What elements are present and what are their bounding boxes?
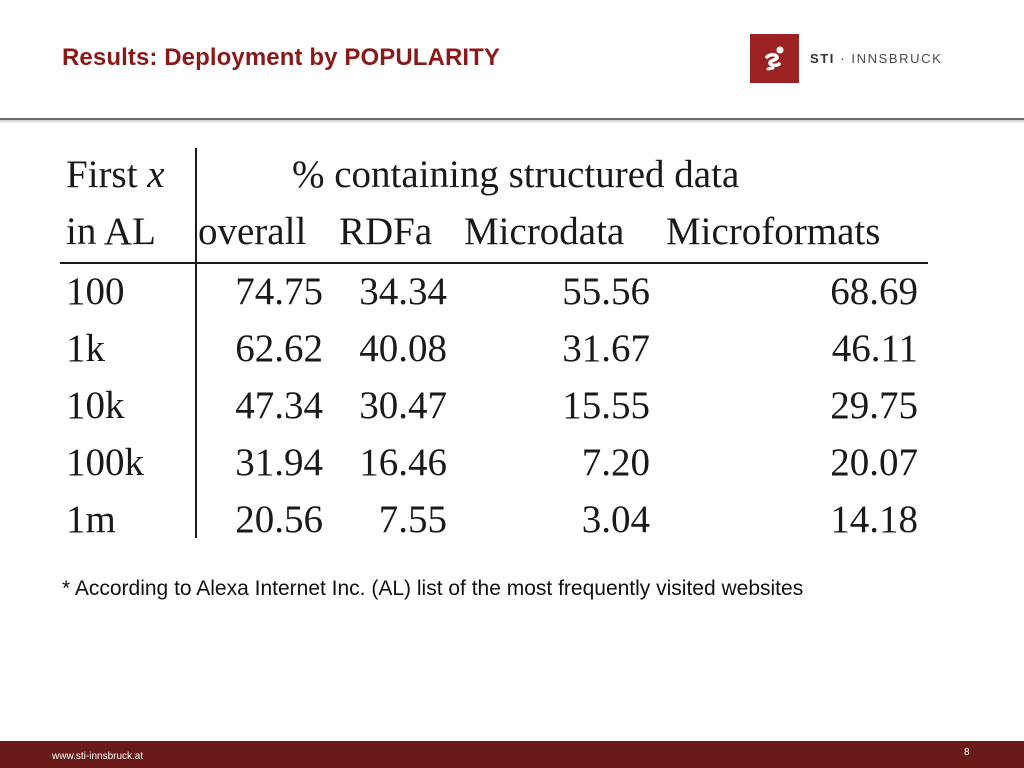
page-number: 8 bbox=[964, 747, 970, 758]
cell-microformats: 29.75 bbox=[830, 384, 918, 427]
cell-rdfa: 40.08 bbox=[359, 327, 447, 370]
header-first-prefix: First bbox=[66, 153, 148, 196]
table-header-rule bbox=[60, 262, 928, 264]
sti-logo-text: STI · INNSBRUCK bbox=[810, 51, 942, 66]
header-first-var: x bbox=[147, 153, 165, 196]
cell-overall: 74.75 bbox=[235, 270, 323, 313]
cell-microformats: 46.11 bbox=[831, 327, 918, 370]
header-rdfa: RDFa bbox=[339, 210, 433, 253]
cell-microdata: 7.20 bbox=[581, 441, 650, 484]
row-label: 100k bbox=[66, 441, 144, 484]
cell-rdfa: 16.46 bbox=[359, 441, 447, 484]
table-vertical-rule bbox=[195, 148, 197, 538]
sti-logo: STI · INNSBRUCK bbox=[750, 34, 942, 83]
header-microdata: Microdata bbox=[464, 210, 625, 253]
footnote: * According to Alexa Internet Inc. (AL) … bbox=[62, 577, 804, 600]
cell-microformats: 14.18 bbox=[830, 498, 918, 541]
footer-bar bbox=[0, 741, 1024, 768]
header-group-label: % containing structured data bbox=[292, 153, 740, 196]
header-divider-shadow bbox=[0, 120, 1024, 124]
row-label: 1m bbox=[66, 498, 116, 541]
slide-title: Results: Deployment by POPULARITY bbox=[62, 44, 501, 71]
header-divider bbox=[0, 118, 1024, 120]
header-microformats: Microformats bbox=[666, 210, 881, 253]
footer-url: www.sti-innsbruck.at bbox=[52, 751, 144, 762]
header-first-x: First x bbox=[66, 155, 165, 194]
header-in-al: in AL bbox=[66, 210, 156, 253]
cell-microformats: 68.69 bbox=[830, 270, 918, 313]
cell-microdata: 55.56 bbox=[562, 270, 650, 313]
row-label: 10k bbox=[66, 384, 125, 427]
cell-rdfa: 7.55 bbox=[378, 498, 447, 541]
cell-microdata: 31.67 bbox=[562, 327, 650, 370]
logo-text-rest: · INNSBRUCK bbox=[840, 51, 943, 66]
cell-rdfa: 30.47 bbox=[359, 384, 447, 427]
cell-overall: 20.56 bbox=[235, 498, 323, 541]
logo-text-strong: STI bbox=[810, 51, 836, 66]
cell-overall: 31.94 bbox=[235, 441, 323, 484]
row-label: 1k bbox=[66, 327, 105, 370]
cell-microformats: 20.07 bbox=[830, 441, 918, 484]
sti-logo-icon bbox=[750, 34, 799, 83]
cell-rdfa: 34.34 bbox=[359, 270, 447, 313]
cell-overall: 47.34 bbox=[235, 384, 323, 427]
row-label: 100 bbox=[66, 270, 125, 313]
header-overall: overall bbox=[198, 210, 307, 253]
cell-microdata: 3.04 bbox=[581, 498, 650, 541]
cell-microdata: 15.55 bbox=[562, 384, 650, 427]
cell-overall: 62.62 bbox=[235, 327, 323, 370]
sti-logo-glyph bbox=[764, 46, 783, 70]
